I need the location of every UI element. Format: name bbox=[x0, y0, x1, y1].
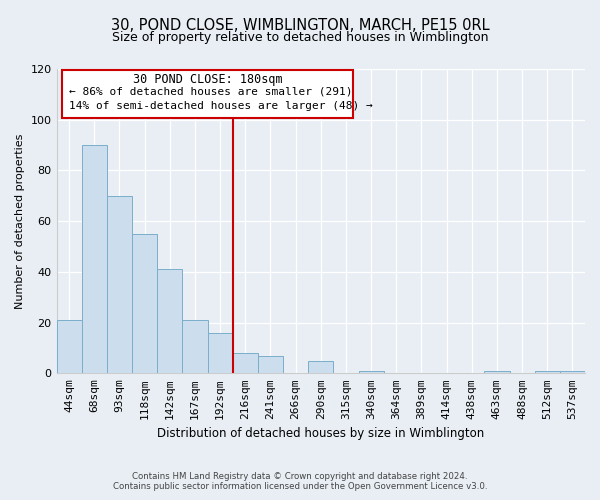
Bar bbox=[484, 371, 509, 374]
Bar bbox=[82, 145, 107, 374]
Text: Size of property relative to detached houses in Wimblington: Size of property relative to detached ho… bbox=[112, 31, 488, 44]
Bar bbox=[182, 320, 208, 374]
X-axis label: Distribution of detached houses by size in Wimblington: Distribution of detached houses by size … bbox=[157, 427, 484, 440]
Bar bbox=[56, 320, 82, 374]
Text: ← 86% of detached houses are smaller (291): ← 86% of detached houses are smaller (29… bbox=[69, 87, 353, 97]
Text: 14% of semi-detached houses are larger (48) →: 14% of semi-detached houses are larger (… bbox=[69, 101, 373, 111]
Bar bbox=[308, 360, 334, 374]
Bar bbox=[233, 353, 258, 374]
Text: 30, POND CLOSE, WIMBLINGTON, MARCH, PE15 0RL: 30, POND CLOSE, WIMBLINGTON, MARCH, PE15… bbox=[110, 18, 490, 32]
Y-axis label: Number of detached properties: Number of detached properties bbox=[15, 134, 25, 309]
Bar bbox=[560, 371, 585, 374]
Bar bbox=[535, 371, 560, 374]
Text: Contains HM Land Registry data © Crown copyright and database right 2024.
Contai: Contains HM Land Registry data © Crown c… bbox=[113, 472, 487, 491]
Bar bbox=[208, 332, 233, 374]
FancyBboxPatch shape bbox=[62, 70, 353, 118]
Text: 30 POND CLOSE: 180sqm: 30 POND CLOSE: 180sqm bbox=[133, 72, 283, 86]
Bar bbox=[132, 234, 157, 374]
Bar bbox=[258, 356, 283, 374]
Bar bbox=[157, 270, 182, 374]
Bar bbox=[359, 371, 383, 374]
Bar bbox=[107, 196, 132, 374]
